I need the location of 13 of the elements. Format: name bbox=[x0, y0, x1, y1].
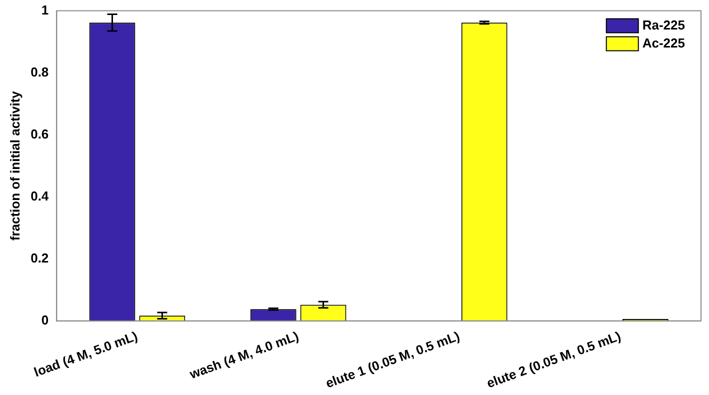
y-axis-title: fraction of initial activity bbox=[7, 90, 22, 241]
y-tick-label: 0 bbox=[41, 312, 49, 328]
x-tick-label: wash (4 M, 4.0 mL) bbox=[186, 328, 301, 382]
x-tick-label: elute 1 (0.05 M, 0.5 mL) bbox=[324, 328, 462, 391]
legend-label: Ra-225 bbox=[642, 17, 686, 32]
y-tick-label: 0.6 bbox=[30, 126, 49, 142]
y-tick-label: 1 bbox=[41, 2, 49, 18]
x-tick-label: elute 2 (0.05 M, 0.5 mL) bbox=[484, 328, 623, 391]
y-tick-label: 0.4 bbox=[30, 188, 50, 204]
y-tick-label: 0.2 bbox=[30, 250, 49, 266]
legend-label: Ac-225 bbox=[642, 35, 686, 50]
y-tick-label: 0.8 bbox=[30, 64, 49, 80]
x-tick-label: load (4 M, 5.0 mL) bbox=[32, 328, 140, 380]
